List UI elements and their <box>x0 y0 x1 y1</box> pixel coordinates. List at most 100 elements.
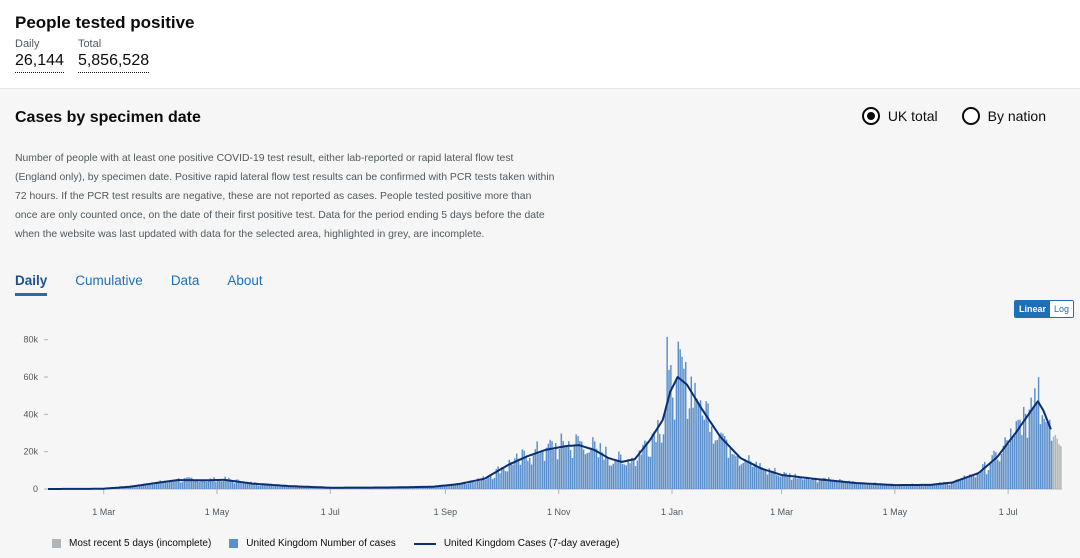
cases-bar <box>415 487 418 489</box>
cases-bar <box>618 451 620 489</box>
cases-bar <box>573 444 576 489</box>
cases-bar <box>194 480 197 489</box>
scale-log-button[interactable]: Log <box>1049 301 1073 317</box>
cases-bar <box>896 486 899 489</box>
cases-bar <box>226 479 228 489</box>
cases-bar <box>985 474 988 489</box>
cases-bar <box>612 463 615 489</box>
cases-bar <box>867 484 869 489</box>
cases-bar <box>594 441 596 489</box>
y-tick-label: 0 <box>33 484 38 494</box>
cases-bar <box>231 481 234 489</box>
cases-bar <box>887 484 889 489</box>
tab-about[interactable]: About <box>227 273 263 288</box>
cases-bar <box>244 482 247 489</box>
cases-bar <box>139 485 141 489</box>
cases-bar <box>636 460 639 489</box>
stat-daily-value[interactable]: 26,144 <box>15 51 64 73</box>
radio-uk-total[interactable]: UK total <box>861 107 938 125</box>
radio-checked-icon[interactable] <box>861 107 880 125</box>
y-tick-label: 60k <box>23 372 38 382</box>
cases-bar <box>883 485 886 489</box>
cases-bar <box>456 482 459 489</box>
cases-bar <box>185 477 187 489</box>
cases-bar <box>703 419 706 489</box>
incomplete-bar <box>1054 434 1057 489</box>
cases-bar <box>425 487 427 489</box>
cases-bar <box>748 455 750 489</box>
cases-bar <box>753 463 756 489</box>
cases-bar <box>842 481 845 489</box>
cases-bar <box>657 420 659 489</box>
scale-linear-button[interactable]: Linear <box>1014 301 1050 317</box>
cases-bar <box>159 480 161 489</box>
cases-bar <box>506 471 509 489</box>
cases-bar <box>976 473 979 489</box>
cases-bar <box>126 487 128 489</box>
x-tick-label: 1 May <box>883 507 908 517</box>
radio-unchecked-icon[interactable] <box>961 107 980 125</box>
cases-bar <box>577 436 579 489</box>
cases-bar <box>441 486 444 489</box>
cases-bar <box>166 482 169 489</box>
cases-bar <box>831 480 834 489</box>
cases-bar <box>815 477 817 489</box>
cases-bar <box>205 481 208 489</box>
cases-bar <box>1002 445 1005 489</box>
cases-bar <box>716 439 719 489</box>
cases-bar <box>588 452 590 489</box>
cases-bar <box>304 487 306 489</box>
cases-bar <box>267 483 269 489</box>
cases-bar <box>503 468 505 489</box>
cases-bar <box>633 460 635 489</box>
cases-bar <box>811 477 813 489</box>
cases-bar <box>904 485 906 489</box>
cases-bar <box>497 466 499 489</box>
cases-bar <box>915 485 917 489</box>
cases-bar <box>826 481 828 489</box>
cases-bar <box>224 476 226 489</box>
cases-bar <box>761 467 763 489</box>
cases-bar <box>597 457 600 489</box>
cases-bar <box>954 481 956 489</box>
cases-bar <box>291 486 293 489</box>
cases-bar <box>894 486 897 489</box>
cases-bar <box>790 479 793 489</box>
tab-data[interactable]: Data <box>170 273 200 288</box>
cases-bar <box>997 459 999 489</box>
cases-bar <box>694 382 696 489</box>
cases-bar <box>187 477 189 489</box>
cases-bar <box>1034 388 1036 489</box>
cases-bar <box>473 482 475 489</box>
cases-bar <box>571 457 574 489</box>
card-title: Cases by specimen date <box>15 109 201 126</box>
cases-bar <box>935 484 938 489</box>
cases-bar <box>523 450 525 489</box>
cases-bar <box>270 485 273 489</box>
cases-bar <box>564 446 566 489</box>
cases-bar <box>980 471 982 489</box>
legend-item-cases[interactable]: United Kingdom Number of cases <box>229 538 396 549</box>
legend-item-incomplete[interactable]: Most recent 5 days (incomplete) <box>52 538 211 549</box>
cases-bar <box>254 482 256 489</box>
cases-bar <box>1024 413 1027 489</box>
cases-bar <box>805 478 808 489</box>
cases-bar <box>204 480 206 489</box>
cases-bar <box>681 356 683 489</box>
headline-stats: Daily 26,144 Total 5,856,528 <box>15 38 1065 73</box>
cases-bar <box>776 475 778 489</box>
legend-label-cases: United Kingdom Number of cases <box>246 538 396 549</box>
radio-by-nation[interactable]: By nation <box>961 107 1046 125</box>
cases-bar <box>413 487 416 489</box>
tab-cumulative[interactable]: Cumulative <box>75 273 143 288</box>
cases-bar <box>540 451 542 489</box>
cases-bar <box>516 453 518 489</box>
cases-bar <box>568 441 570 489</box>
cases-bar <box>174 480 176 489</box>
tab-daily[interactable]: Daily <box>15 273 48 296</box>
cases-bar <box>995 452 997 489</box>
legend-item-average[interactable]: United Kingdom Cases (7-day average) <box>413 538 619 549</box>
cases-bar <box>616 460 618 489</box>
stat-total-value[interactable]: 5,856,528 <box>77 51 150 73</box>
page-title: People tested positive <box>15 13 195 32</box>
